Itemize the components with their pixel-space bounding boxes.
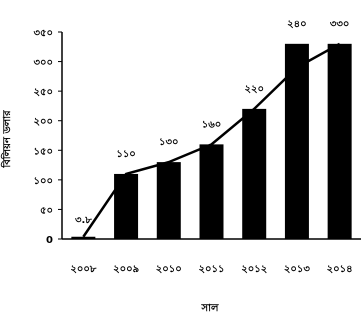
bar <box>71 236 96 239</box>
x-tick-label: ২০১০ <box>156 264 182 275</box>
data-label: ৩.৮ <box>75 215 92 226</box>
x-tick-label: ২০১৪ <box>327 264 353 275</box>
overlay-line-group <box>82 42 341 238</box>
x-axis-title: সাল <box>201 303 220 314</box>
data-label: ১৩০ <box>159 137 179 148</box>
y-tick-label: ২৫০ <box>34 87 54 98</box>
data-label: ২৪০ <box>287 19 307 30</box>
x-tick-labels: ২০০৮ ২০০৯ ২০১০ ২০১১ ২০১২ ২০১৩ ২০১৪ <box>70 264 352 275</box>
data-label: ৩৩০ <box>330 19 350 30</box>
y-tick-label: ৫০ <box>40 205 53 216</box>
bars <box>71 43 352 240</box>
y-tick-label: ৩০০ <box>33 58 53 69</box>
x-tick-label: ২০০৯ <box>113 264 139 275</box>
y-tick-labels: 0 ৫০ ১০০ ১৫০ ২০০ ২৫০ ৩০০ ৩৫০ <box>33 28 53 246</box>
y-tick-label: ৩৫০ <box>34 28 54 39</box>
overlay-line <box>82 42 341 238</box>
x-tick-label: ২০১২ <box>241 264 267 275</box>
bar <box>114 173 139 239</box>
bar <box>242 108 267 239</box>
y-axis-title: বিলিয়ন ডলার <box>0 110 13 169</box>
data-label: ২২০ <box>244 84 264 95</box>
y-tick-label: ২০০ <box>33 117 53 128</box>
y-tick-label: ১০০ <box>34 176 54 187</box>
bar <box>199 144 224 239</box>
bar <box>284 43 309 240</box>
x-tick-label: ২০০৮ <box>70 264 97 275</box>
x-tick-label: ২০১৩ <box>284 264 310 275</box>
x-tick-label: ২০১১ <box>199 264 225 275</box>
bar <box>327 43 352 240</box>
bar <box>156 162 181 239</box>
y-tick-label: 0 <box>46 235 53 246</box>
data-labels: ৩.৮ ১১০ ১৩০ ১৬০ ২২০ ২৪০ ৩৩০ <box>75 19 349 226</box>
y-tick-label: ১৫০ <box>34 146 53 157</box>
data-label: ১৬০ <box>202 119 222 130</box>
data-label: ১১০ <box>116 149 135 160</box>
